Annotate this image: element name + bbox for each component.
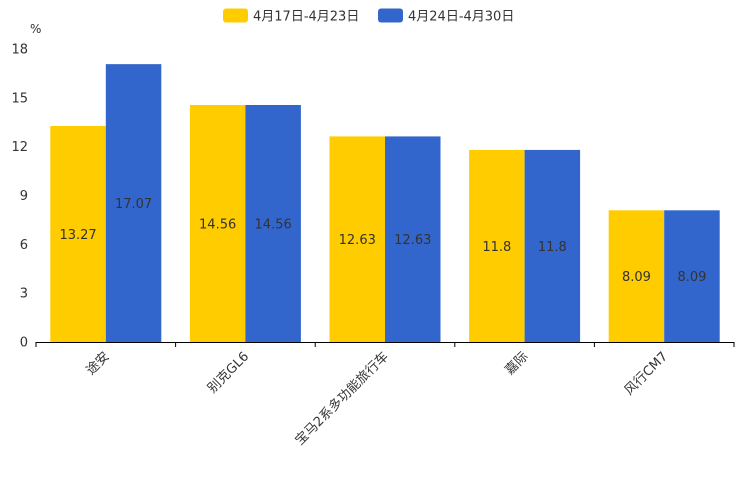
bar [189,104,246,343]
bar-value-label: 11.8 [482,240,511,255]
bar-value-label: 11.8 [538,240,567,255]
bar [469,149,525,342]
y-axis-unit-label: % [30,22,41,36]
bar-value-label: 14.56 [255,217,292,232]
y-tick-label: 15 [11,91,28,106]
y-tick-label: 18 [11,43,28,58]
x-category-label: 途安 [83,349,113,379]
bar-value-label: 14.56 [199,217,236,232]
bar [50,125,106,342]
bars: 13.27 17.07 14.56 14.56 12.63 12.63 11.8 11.8 8.… [50,64,720,343]
bar [245,104,301,343]
bar [664,210,720,342]
y-tick-label: 0 [20,336,28,351]
legend: 4月17日-4月23日 4月24日-4月30日 [223,8,514,25]
bar-value-label: 12.63 [394,233,431,248]
bar-value-label: 12.63 [339,233,376,248]
x-axis: 途安 别克GL6 宝马2系多功能旅行车 嘉际 风行CM7 [35,342,735,449]
y-tick-label: 12 [11,140,28,155]
legend-swatch [378,8,403,23]
x-category-label: 嘉际 [502,349,531,378]
bar-value-label: 8.09 [677,270,706,285]
bar [385,136,441,342]
x-category-label: 风行CM7 [622,349,671,398]
y-axis: 0 3 6 9 12 15 18 [11,43,28,351]
bar [329,136,385,342]
legend-label: 4月17日-4月23日 [253,10,359,25]
legend-swatch [223,8,248,23]
x-category-label: 别克GL6 [205,349,252,396]
bar [608,210,665,342]
bar-value-label: 8.09 [622,270,651,285]
y-tick-label: 6 [20,238,28,253]
y-tick-label: 9 [20,189,28,204]
legend-label: 4月24日-4月30日 [408,10,514,25]
y-tick-label: 3 [20,287,28,302]
bar [524,149,581,342]
bar [105,64,162,342]
bar-value-label: 13.27 [59,228,96,243]
x-category-label: 宝马2系多功能旅行车 [292,349,392,449]
bar-value-label: 17.07 [115,197,152,212]
